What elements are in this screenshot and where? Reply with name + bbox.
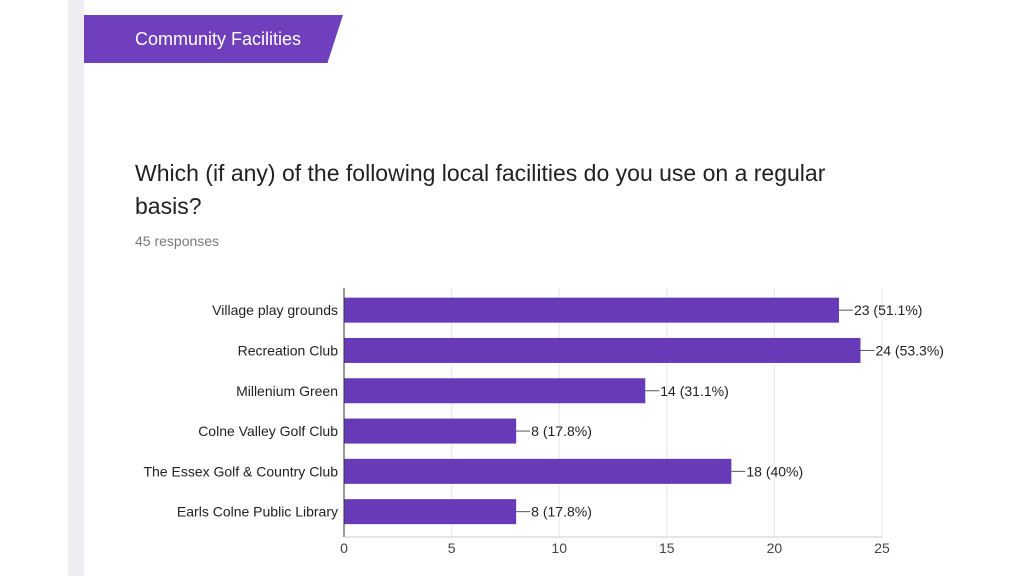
category-label: Colne Valley Golf Club bbox=[198, 423, 338, 439]
category-label: Village play grounds bbox=[212, 302, 338, 318]
data-label: 14 (31.1%) bbox=[660, 383, 728, 399]
data-label: 24 (53.3%) bbox=[875, 342, 943, 358]
bar bbox=[344, 458, 732, 484]
data-label: 23 (51.1%) bbox=[854, 302, 922, 318]
x-tick-label: 20 bbox=[767, 540, 783, 556]
data-label: 8 (17.8%) bbox=[531, 423, 592, 439]
bar bbox=[344, 337, 861, 363]
category-label: Recreation Club bbox=[238, 342, 339, 358]
data-label: 18 (40%) bbox=[746, 463, 803, 479]
category-label: Millenium Green bbox=[236, 383, 338, 399]
section-title: Community Facilities bbox=[135, 29, 302, 49]
data-label: 8 (17.8%) bbox=[531, 504, 592, 520]
category-label: The Essex Golf & Country Club bbox=[143, 463, 338, 479]
x-tick-label: 15 bbox=[659, 540, 675, 556]
bar bbox=[344, 378, 646, 404]
x-tick-label: 25 bbox=[874, 540, 890, 556]
section-banner: Community Facilities bbox=[84, 15, 343, 63]
section-banner-shape bbox=[84, 15, 343, 63]
x-tick-label: 0 bbox=[340, 540, 348, 556]
response-count: 45 responses bbox=[135, 233, 220, 249]
question-title: Which (if any) of the following local fa… bbox=[135, 160, 826, 219]
x-tick-label: 5 bbox=[448, 540, 456, 556]
x-tick-label: 10 bbox=[551, 540, 567, 556]
bar bbox=[344, 418, 517, 444]
bar bbox=[344, 499, 517, 525]
bar bbox=[344, 297, 839, 323]
category-label: Earls Colne Public Library bbox=[177, 504, 338, 520]
page-left-strip bbox=[68, 0, 84, 576]
